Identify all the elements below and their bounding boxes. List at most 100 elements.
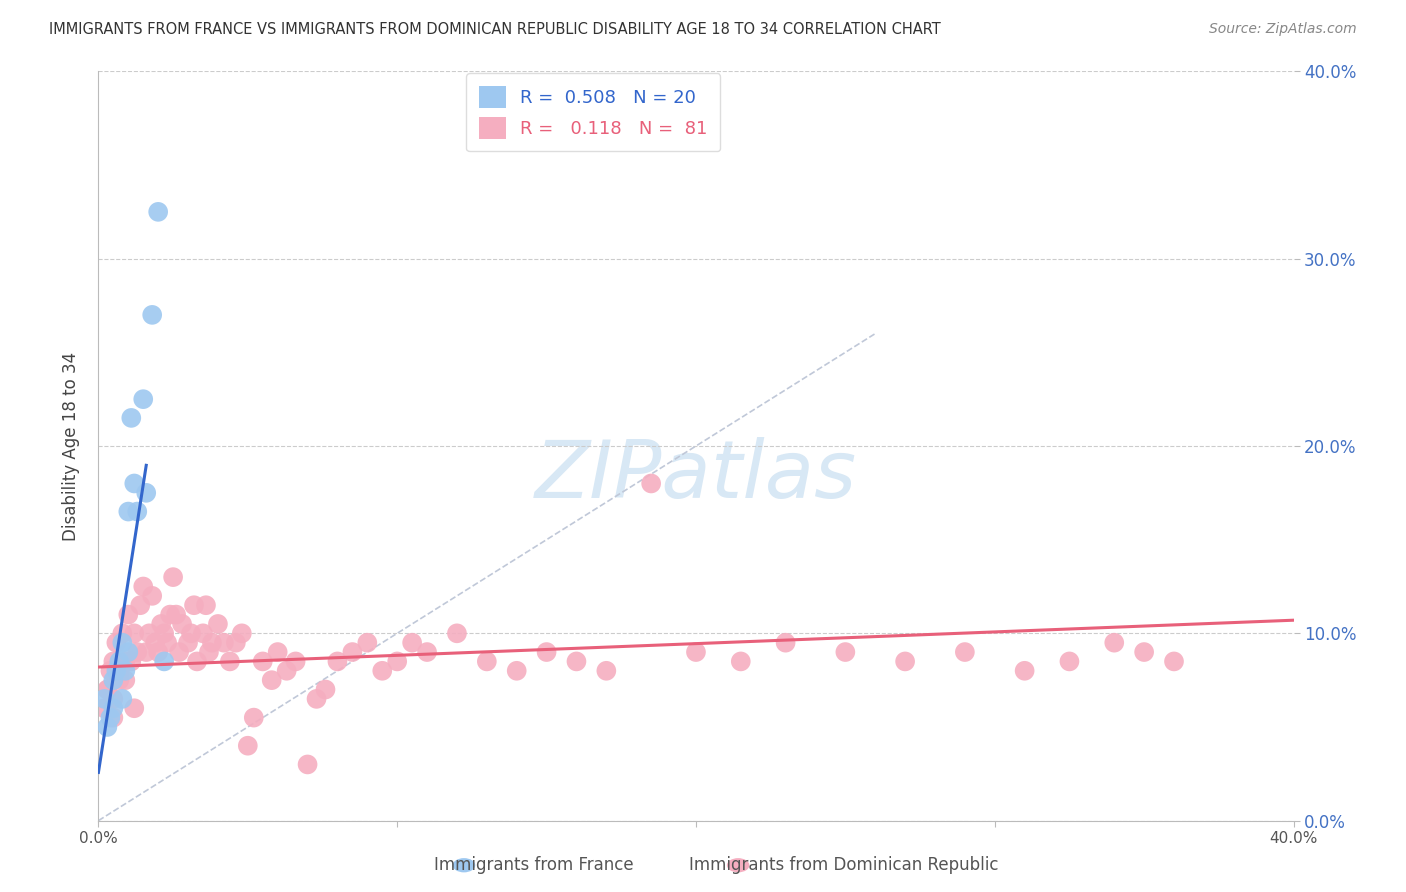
Point — [416, 645, 439, 659]
Point — [1163, 655, 1185, 669]
Point — [186, 655, 208, 669]
Point — [105, 664, 128, 678]
Point — [114, 673, 136, 688]
Point — [172, 617, 194, 632]
Point — [195, 599, 218, 613]
Point — [143, 635, 166, 649]
Point — [1014, 664, 1036, 678]
Point — [132, 580, 155, 594]
Point — [108, 655, 131, 669]
Point — [276, 664, 298, 678]
Point — [894, 655, 917, 669]
Point — [236, 739, 259, 753]
Point — [284, 655, 307, 669]
Point — [111, 692, 134, 706]
Point — [141, 589, 163, 603]
Point — [326, 655, 349, 669]
Text: Immigrants from France: Immigrants from France — [434, 856, 634, 874]
Point — [180, 626, 202, 640]
Point — [315, 682, 337, 697]
Text: IMMIGRANTS FROM FRANCE VS IMMIGRANTS FROM DOMINICAN REPUBLIC DISABILITY AGE 18 T: IMMIGRANTS FROM FRANCE VS IMMIGRANTS FRO… — [49, 22, 941, 37]
Point — [135, 645, 157, 659]
Point — [114, 664, 136, 678]
Text: ZIPatlas: ZIPatlas — [534, 437, 858, 515]
Point — [96, 682, 118, 697]
Point — [150, 617, 173, 632]
Point — [148, 645, 170, 659]
Point — [219, 655, 242, 669]
Point — [212, 635, 235, 649]
Point — [252, 655, 274, 669]
Point — [260, 673, 283, 688]
Point — [111, 626, 134, 640]
Point — [730, 655, 752, 669]
Point — [120, 411, 142, 425]
Point — [165, 607, 187, 622]
Point — [565, 655, 588, 669]
Point — [108, 673, 131, 688]
Point — [401, 635, 423, 649]
Point — [183, 599, 205, 613]
Point — [127, 645, 149, 659]
Point — [385, 655, 409, 669]
Point — [1059, 655, 1081, 669]
Point — [371, 664, 394, 678]
Point — [98, 710, 122, 724]
Point — [305, 692, 328, 706]
Point — [267, 645, 290, 659]
Point — [103, 673, 125, 688]
Point — [775, 635, 797, 649]
Point — [96, 682, 118, 697]
Legend: R =  0.508   N = 20, R =   0.118   N =  81: R = 0.508 N = 20, R = 0.118 N = 81 — [465, 73, 720, 152]
Point — [191, 626, 214, 640]
Point — [156, 635, 179, 649]
Point — [243, 710, 266, 724]
Point — [111, 635, 134, 649]
Point — [1133, 645, 1156, 659]
Point — [117, 607, 139, 622]
Point — [162, 570, 184, 584]
Point — [96, 720, 118, 734]
Point — [114, 655, 136, 669]
Point — [177, 635, 200, 649]
Point — [129, 599, 152, 613]
Point — [98, 664, 122, 678]
Y-axis label: Disability Age 18 to 34: Disability Age 18 to 34 — [62, 351, 80, 541]
Point — [595, 664, 617, 678]
Point — [105, 635, 128, 649]
Point — [132, 392, 155, 407]
Point — [953, 645, 976, 659]
Point — [506, 664, 529, 678]
Point — [138, 626, 160, 640]
Point — [446, 626, 468, 640]
Point — [93, 701, 115, 715]
Point — [124, 626, 146, 640]
Point — [342, 645, 364, 659]
Point — [103, 692, 125, 706]
Point — [356, 635, 378, 649]
Point — [120, 655, 142, 669]
Point — [117, 505, 139, 519]
Point — [207, 617, 229, 632]
Point — [93, 692, 115, 706]
Text: Source: ZipAtlas.com: Source: ZipAtlas.com — [1209, 22, 1357, 37]
Point — [103, 710, 125, 724]
Point — [167, 645, 190, 659]
Point — [117, 645, 139, 659]
Point — [225, 635, 247, 649]
Point — [297, 757, 319, 772]
Point — [231, 626, 253, 640]
Point — [103, 655, 125, 669]
Point — [475, 655, 498, 669]
Text: Immigrants from Dominican Republic: Immigrants from Dominican Republic — [689, 856, 998, 874]
Point — [685, 645, 707, 659]
Point — [153, 626, 176, 640]
Point — [834, 645, 856, 659]
Point — [536, 645, 558, 659]
Point — [108, 664, 131, 678]
Point — [640, 476, 662, 491]
Point — [141, 308, 163, 322]
Point — [201, 635, 224, 649]
Point — [127, 505, 149, 519]
Point — [148, 205, 170, 219]
